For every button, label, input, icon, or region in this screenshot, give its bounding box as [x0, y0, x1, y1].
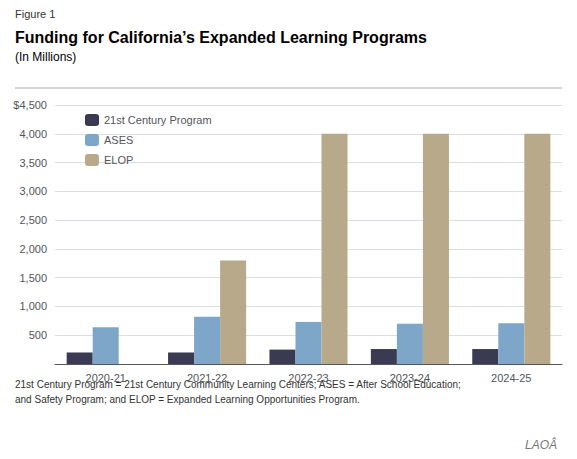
svg-text:Funding for California’s Expan: Funding for California’s Expanded Learni…: [15, 29, 427, 46]
svg-text:$4,500: $4,500: [13, 99, 47, 111]
svg-text:Figure 1: Figure 1: [15, 8, 55, 20]
svg-text:3,500: 3,500: [19, 157, 47, 169]
svg-text:1,000: 1,000: [19, 300, 47, 312]
svg-text:2,500: 2,500: [19, 214, 47, 226]
svg-text:2023-24: 2023-24: [390, 372, 430, 384]
svg-text:2020-21: 2020-21: [86, 372, 126, 384]
svg-text:500: 500: [29, 329, 47, 341]
svg-text:ASES: ASES: [104, 134, 133, 146]
svg-text:4,000: 4,000: [19, 128, 47, 140]
svg-text:3,000: 3,000: [19, 185, 47, 197]
svg-text:2024-25: 2024-25: [491, 372, 531, 384]
svg-text:(In Millions): (In Millions): [15, 50, 76, 64]
svg-text:ELOP: ELOP: [104, 154, 133, 166]
svg-text:1,500: 1,500: [19, 272, 47, 284]
svg-text:2021-22: 2021-22: [187, 372, 227, 384]
svg-text:and Safety Program; and ELOP =: and Safety Program; and ELOP = Expanded …: [15, 394, 360, 405]
svg-text:2022-23: 2022-23: [288, 372, 328, 384]
svg-text:21st Century Program = 21st Ce: 21st Century Program = 21st Century Comm…: [15, 378, 461, 390]
svg-text:2,000: 2,000: [19, 243, 47, 255]
svg-text:21st Century Program: 21st Century Program: [104, 114, 212, 126]
svg-text:LAOÂ: LAOÂ: [525, 437, 557, 452]
